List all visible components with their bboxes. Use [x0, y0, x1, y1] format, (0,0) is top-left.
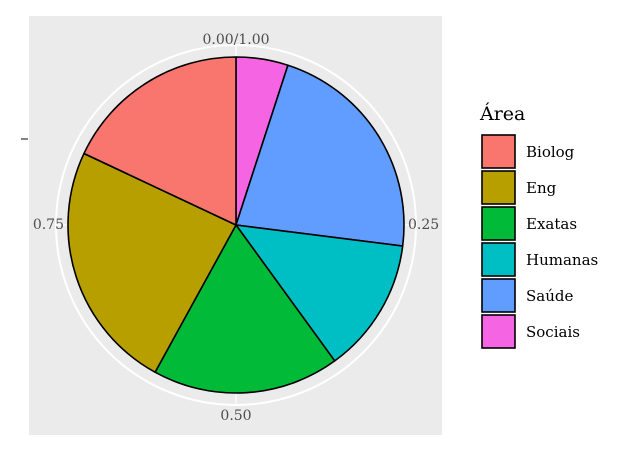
- legend-swatch: [481, 242, 516, 277]
- legend-item-eng: Eng: [481, 170, 557, 205]
- angle-tick-labels: 0.00/1.00 0.25 0.50 0.75: [33, 32, 439, 424]
- angle-tick-label: 0.25: [408, 217, 439, 233]
- pie-slices: [67, 56, 405, 394]
- pie-slice-exatas: [154, 224, 336, 394]
- legend-item-exatas: Exatas: [481, 206, 577, 241]
- legend-label: Humanas: [526, 251, 598, 269]
- legend-item-sociais: Sociais: [481, 314, 580, 349]
- legend-swatch: [481, 170, 516, 205]
- pie-slice-sa-de: [235, 64, 405, 247]
- legend-items: Biolog Eng Exatas Humanas Saúde Sociais: [481, 134, 598, 349]
- angle-tick-label: 0.50: [220, 408, 251, 424]
- legend-label: Sociais: [526, 323, 580, 341]
- legend-swatch: [481, 314, 516, 349]
- pie-slice-eng: [67, 152, 237, 374]
- legend-label: Saúde: [526, 287, 573, 305]
- legend-item-sa-de: Saúde: [481, 278, 573, 313]
- legend-swatch: [481, 206, 516, 241]
- legend-swatch: [481, 278, 516, 313]
- legend-swatch: [481, 134, 516, 169]
- legend-title: Área: [479, 102, 525, 125]
- angle-tick-label: 0.75: [33, 217, 64, 233]
- pie-slice-humanas: [235, 224, 404, 362]
- legend-label: Biolog: [526, 143, 575, 161]
- pie-slice-biolog: [83, 56, 237, 226]
- legend-item-biolog: Biolog: [481, 134, 575, 169]
- legend: Área Biolog Eng Exatas Humanas Saúde Sociais: [479, 102, 598, 349]
- legend-label: Exatas: [526, 215, 577, 233]
- legend-item-humanas: Humanas: [481, 242, 598, 277]
- angle-tick-label: 0.00/1.00: [202, 32, 269, 48]
- legend-label: Eng: [526, 179, 557, 197]
